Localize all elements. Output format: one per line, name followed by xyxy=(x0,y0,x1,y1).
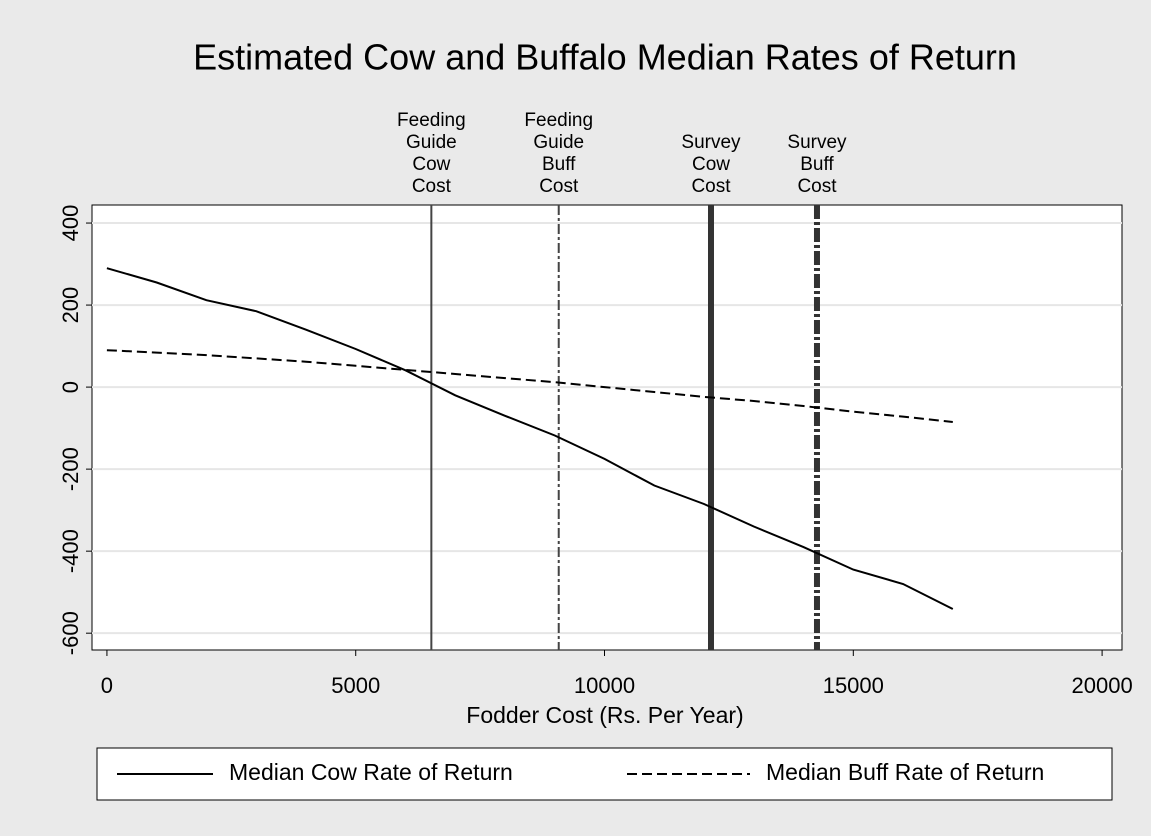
reference-label: Cost xyxy=(539,176,579,197)
chart-title: Estimated Cow and Buffalo Median Rates o… xyxy=(193,37,1017,78)
reference-label: Guide xyxy=(406,132,457,153)
legend-label: Median Buff Rate of Return xyxy=(766,759,1044,785)
x-axis-label: Fodder Cost (Rs. Per Year) xyxy=(466,702,743,728)
reference-label: Survey xyxy=(787,132,847,153)
reference-label: Cost xyxy=(691,176,731,197)
legend xyxy=(96,747,1113,801)
reference-label: Buff xyxy=(800,154,834,175)
plot-area xyxy=(91,204,1123,651)
x-tick-label: 20000 xyxy=(1072,673,1133,698)
series-line xyxy=(106,349,953,423)
reference-label: Cost xyxy=(412,176,452,197)
y-tick-label: 0 xyxy=(58,381,83,393)
x-tick-label: 5000 xyxy=(331,673,380,698)
y-tick-label: -600 xyxy=(58,611,83,655)
reference-label: Feeding xyxy=(524,110,593,131)
x-tick-label: 0 xyxy=(101,673,113,698)
series-line xyxy=(106,267,954,610)
y-tick-label: 200 xyxy=(58,287,83,324)
reference-label: Cow xyxy=(412,154,450,175)
legend-label: Median Cow Rate of Return xyxy=(229,759,513,785)
reference-label: Cost xyxy=(797,176,837,197)
y-tick-label: -400 xyxy=(58,529,83,573)
x-tick-label: 10000 xyxy=(574,673,635,698)
x-tick-label: 15000 xyxy=(823,673,884,698)
y-tick-label: 400 xyxy=(58,205,83,242)
reference-label: Survey xyxy=(681,132,741,153)
reference-label: Guide xyxy=(533,132,584,153)
reference-label: Feeding xyxy=(397,110,466,131)
reference-label: Cow xyxy=(692,154,730,175)
y-tick-label: -200 xyxy=(58,447,83,491)
reference-label: Buff xyxy=(542,154,576,175)
